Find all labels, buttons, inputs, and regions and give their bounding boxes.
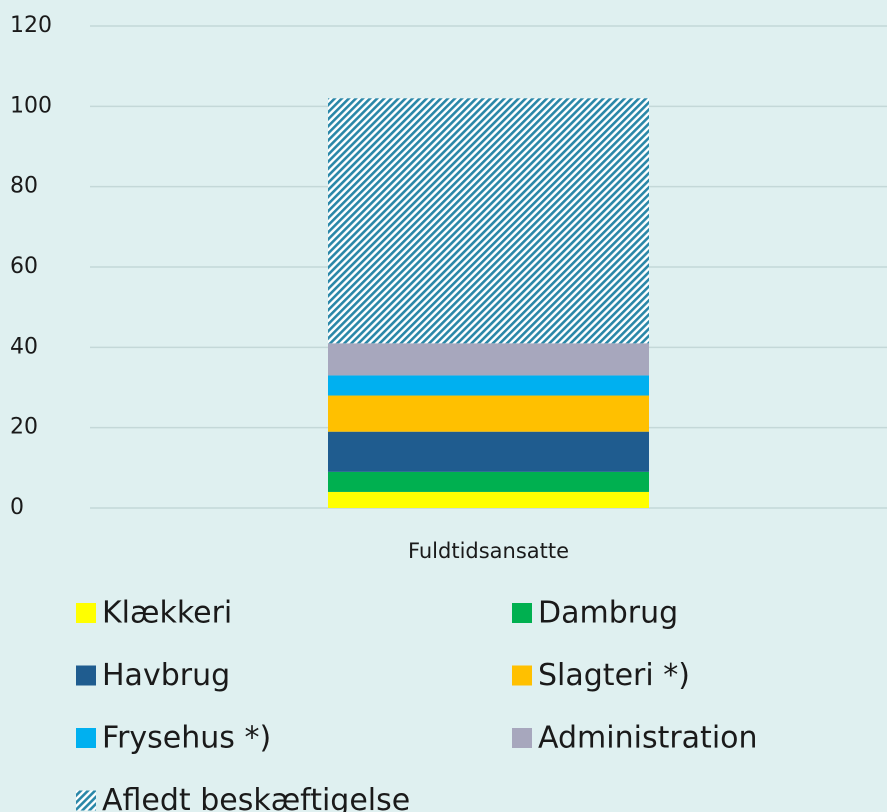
y-tick-label: 40	[10, 334, 38, 359]
y-tick-label: 100	[10, 93, 52, 118]
legend-label: Afledt beskæftigelse	[102, 783, 410, 812]
legend-swatch	[76, 665, 96, 686]
y-tick-label: 120	[10, 13, 52, 38]
legend-swatch	[512, 728, 532, 748]
y-tick-label: 60	[10, 254, 38, 279]
legend-swatch	[512, 603, 532, 623]
bar-segment	[328, 395, 649, 432]
legend-swatch	[76, 790, 96, 811]
y-tick-label: 80	[10, 174, 38, 199]
legend-swatch	[76, 728, 96, 748]
bar-segment	[328, 431, 649, 472]
legend-label: Frysehus *)	[102, 721, 271, 756]
bar-segment	[328, 491, 649, 508]
legend-swatch	[512, 665, 532, 686]
bar-segment	[328, 471, 649, 492]
bar-segment	[328, 375, 649, 396]
legend-label: Klækkeri	[102, 596, 232, 631]
x-tick-label: Fuldtidsansatte	[408, 539, 569, 563]
y-tick-label: 20	[10, 415, 38, 440]
legend-label: Havbrug	[102, 658, 230, 693]
legend-label: Slagteri *)	[538, 658, 690, 693]
legend-label: Dambrug	[538, 596, 678, 631]
bar-segment	[328, 343, 649, 376]
legend-swatch	[76, 603, 96, 623]
legend-label: Administration	[538, 721, 758, 756]
bar-segment	[328, 98, 649, 344]
y-tick-label: 0	[10, 495, 24, 520]
